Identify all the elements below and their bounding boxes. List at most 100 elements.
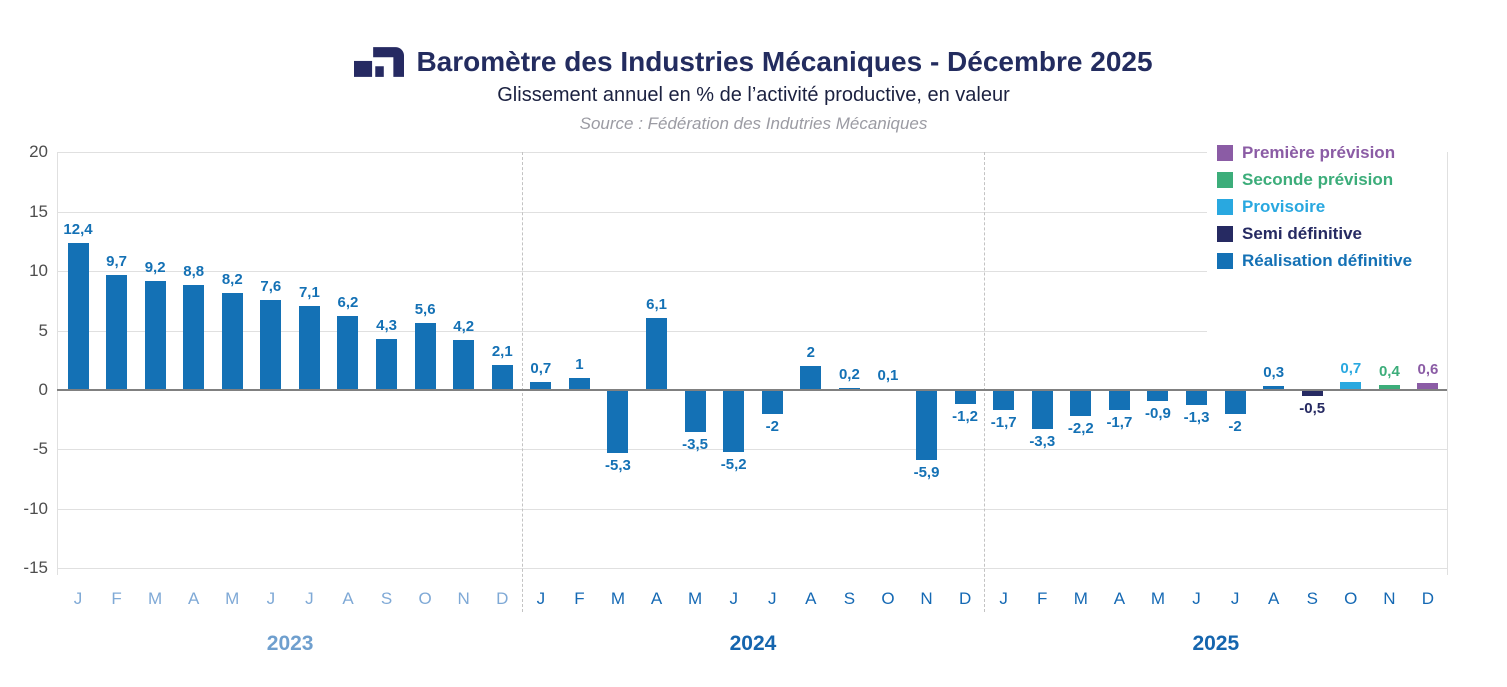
bar-value-label-2024-4: 6,1 (646, 295, 667, 313)
month-label-2023-3: M (148, 589, 163, 608)
y-tick-label: 10 (29, 261, 48, 281)
month-label-2024-5: M (688, 589, 703, 608)
bar-value-label-2024-5: -3,5 (682, 435, 709, 453)
bar-value-label-2023-12: 2,1 (491, 343, 513, 361)
bar-2023-6 (260, 299, 282, 390)
bar-2024-2 (568, 378, 590, 390)
legend-item-seconde: Seconde prévision (1217, 166, 1447, 193)
bar-value-label-2023-4: 8,8 (183, 263, 205, 281)
bar-value-label-2025-3: -2,2 (1067, 420, 1094, 438)
month-label-2024-11: N (920, 589, 933, 608)
gridline--5 (57, 449, 1447, 451)
bar-value-label-2025-6: -1,3 (1183, 409, 1210, 427)
y-tick-label: 15 (29, 201, 48, 221)
bar-value-label-2023-10: 5,6 (414, 301, 436, 319)
year-label-2024: 2024 (729, 632, 777, 655)
month-label-2025-4: A (1113, 589, 1126, 608)
plot-left-border (57, 152, 58, 575)
bar-value-label-2023-1: 12,4 (63, 220, 93, 238)
y-tick-label: 20 (29, 142, 48, 162)
legend-item-semi: Semi définitive (1217, 220, 1447, 247)
chart-header: Baromètre des Industries Mécaniques - Dé… (0, 46, 1507, 134)
bar-2024-12 (954, 390, 976, 405)
bar-value-label-2023-6: 7,6 (260, 277, 282, 295)
bar-2023-1 (67, 242, 89, 390)
bar-value-label-2025-12: 0,6 (1417, 360, 1439, 378)
month-label-2023-1: J (73, 589, 83, 608)
bar-2023-8 (337, 316, 359, 390)
bar-value-label-2025-1: -1,7 (990, 414, 1017, 432)
month-label-2024-8: A (805, 589, 817, 608)
legend-swatch-realisation (1217, 252, 1233, 269)
legend-swatch-premiere (1217, 144, 1233, 161)
month-label-2025-8: A (1267, 589, 1280, 608)
month-label-2023-2: F (111, 589, 122, 608)
month-label-2025-1: J (999, 589, 1008, 608)
bar-value-label-2024-8: 2 (806, 344, 815, 362)
bar-2025-3 (1070, 390, 1092, 417)
bar-value-label-2025-9: -0,5 (1299, 399, 1326, 417)
month-label-2023-11: N (457, 589, 470, 608)
year-separator (984, 152, 986, 612)
bar-2023-5 (221, 292, 243, 390)
gridline-5 (57, 330, 1447, 332)
bar-value-label-2024-6: -5,2 (720, 455, 747, 473)
bar-2024-11 (916, 390, 938, 461)
fim-logo-icon (354, 47, 405, 77)
bar-2023-9 (376, 338, 398, 390)
bar-2025-6 (1186, 390, 1208, 406)
gridline-20 (57, 152, 1447, 154)
bar-value-label-2025-2: -3,3 (1029, 433, 1056, 451)
legend-label-realisation: Réalisation définitive (1242, 250, 1413, 270)
bar-value-label-2023-9: 4,3 (376, 316, 397, 334)
bar-value-label-2023-2: 9,7 (106, 252, 127, 270)
bar-value-label-2024-3: -5,3 (605, 456, 631, 474)
bar-value-label-2025-5: -0,9 (1145, 404, 1171, 422)
month-label-2024-3: M (610, 589, 626, 608)
bar-value-label-2025-4: -1,7 (1106, 414, 1133, 432)
y-tick-label: 5 (38, 320, 48, 340)
legend-item-provisoire: Provisoire (1217, 193, 1447, 220)
bar-2025-2 (1031, 390, 1053, 430)
legend-label-semi: Semi définitive (1242, 223, 1362, 243)
legend-swatch-provisoire (1217, 198, 1233, 215)
bar-2025-7 (1224, 390, 1246, 414)
bar-2023-2 (106, 274, 128, 390)
year-label-2025: 2025 (1192, 632, 1240, 655)
bar-2024-5 (684, 390, 706, 432)
bar-2023-11 (453, 340, 475, 390)
bar-value-label-2024-1: 0,7 (530, 359, 552, 377)
month-label-2024-2: F (574, 589, 585, 608)
chart-title: Baromètre des Industries Mécaniques - Dé… (416, 46, 1153, 77)
bar-2023-7 (298, 305, 320, 390)
bar-2025-11 (1378, 385, 1400, 390)
legend-swatch-seconde (1217, 171, 1233, 188)
month-label-2025-7: J (1230, 589, 1240, 608)
bar-2024-8 (800, 366, 822, 390)
bar-2024-9 (838, 387, 860, 390)
bar-2025-8 (1263, 386, 1285, 390)
bar-2025-1 (993, 390, 1015, 411)
bar-2024-6 (723, 390, 745, 452)
bar-value-label-2024-9: 0,2 (838, 365, 860, 383)
bar-2023-3 (144, 280, 166, 390)
chart-source: Source : Fédération des Indutries Mécani… (579, 114, 928, 133)
month-label-2023-7: J (305, 589, 314, 608)
month-label-2023-12: D (496, 589, 509, 608)
month-label-2025-5: M (1150, 589, 1166, 608)
month-label-2023-8: A (342, 589, 354, 608)
month-label-2024-6: J (729, 589, 738, 608)
bar-value-label-2023-11: 4,2 (453, 318, 475, 336)
month-label-2025-9: S (1306, 589, 1318, 608)
month-label-2024-9: S (843, 589, 856, 608)
bar-value-label-2024-10: 0,1 (877, 366, 899, 384)
month-label-2023-4: A (188, 589, 200, 608)
title-row: Baromètre des Industries Mécaniques - Dé… (0, 46, 1507, 78)
y-tick-label: 0 (38, 380, 48, 399)
bar-value-label-2024-11: -5,9 (913, 464, 940, 482)
month-label-2025-10: O (1344, 589, 1358, 608)
legend-label-seconde: Seconde prévision (1242, 169, 1394, 189)
bar-value-label-2023-5: 8,2 (221, 270, 243, 288)
bar-value-label-2025-8: 0,3 (1263, 364, 1285, 382)
